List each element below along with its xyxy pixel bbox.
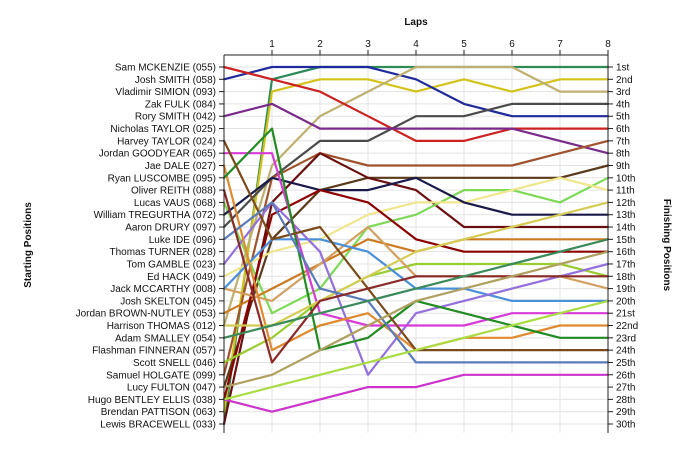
x-tick-label: 8	[605, 39, 611, 50]
starting-label: Jae DALE (027)	[145, 161, 216, 172]
finishing-label: 11th	[616, 186, 635, 197]
series-line-26	[222, 189, 610, 364]
left-axis-title: Starting Positions	[23, 202, 34, 288]
finishing-label: 27th	[616, 383, 635, 394]
starting-label: Jordan BROWN-NUTLEY (053)	[76, 309, 216, 320]
starting-label: Samuel HOLGATE (099)	[106, 370, 216, 381]
finishing-label: 19th	[616, 284, 635, 295]
finishing-label: 5th	[616, 112, 630, 123]
finishing-label: 7th	[616, 136, 630, 147]
series-line-29	[222, 250, 610, 389]
finishing-label: 4th	[616, 99, 630, 110]
starting-label: William TREGURTHA (072)	[94, 210, 216, 221]
starting-label: Brendan PATTISON (063)	[101, 407, 216, 418]
starting-label: Oliver REITH (088)	[131, 186, 216, 197]
starting-label: Hugo BENTLEY ELLIS (038)	[88, 395, 216, 406]
finishing-label: 13th	[616, 210, 635, 221]
finishing-label: 26th	[616, 370, 635, 381]
series-line-27	[222, 373, 610, 413]
starting-label: Lucas VAUS (068)	[134, 198, 216, 209]
finishing-label: 25th	[616, 358, 635, 369]
starting-label: Adam SMALLEY (054)	[115, 333, 216, 344]
series-line-13	[222, 176, 610, 216]
finishing-label: 8th	[616, 149, 630, 160]
series-layer	[222, 65, 610, 426]
series-line-6	[222, 65, 610, 142]
finishing-label: 10th	[616, 173, 635, 184]
starting-label: Josh SMITH (058)	[135, 75, 216, 86]
series-line-28	[222, 299, 610, 401]
x-tick-label: 5	[461, 39, 467, 50]
finishing-label: 9th	[616, 161, 630, 172]
starting-label: Tom GAMBLE (023)	[127, 259, 216, 270]
starting-label: Sam MCKENZIE (055)	[115, 63, 216, 74]
starting-label: Vladimir SIMION (093)	[115, 87, 216, 98]
series-line-19	[222, 201, 610, 376]
series-line-5	[222, 102, 610, 229]
x-tick-label: 6	[509, 39, 515, 50]
starting-label: Ryan LUSCOMBE (095)	[108, 173, 216, 184]
starting-label: Jordan GOODYEAR (065)	[99, 149, 216, 160]
series-line-8	[222, 139, 610, 376]
starting-label: Flashman FINNERAN (057)	[92, 346, 216, 357]
starting-label: Lucy FULTON (047)	[127, 383, 216, 394]
finishing-label: 6th	[616, 124, 630, 135]
starting-label: Scott SNELL (046)	[133, 358, 216, 369]
series-line-3	[222, 65, 610, 118]
finishing-label: 14th	[616, 223, 635, 234]
series-line-11	[222, 176, 610, 315]
finishing-labels: 1st2nd3rd4th5th6th7th8th9th10th11th12th1…	[608, 63, 638, 431]
x-tick-label: 7	[557, 39, 563, 50]
x-tick-label: 2	[317, 39, 323, 50]
starting-labels: Sam MCKENZIE (055)Josh SMITH (058)Vladim…	[76, 63, 224, 431]
finishing-label: 21st	[616, 309, 635, 320]
x-ticks: 1 2 3 4 5 6 7 8	[269, 39, 611, 55]
starting-label: Luke IDE (096)	[149, 235, 216, 246]
series-line-10	[222, 152, 610, 426]
series-line-4	[222, 65, 610, 327]
series-line-25	[222, 201, 610, 364]
starting-label: Josh SKELTON (045)	[120, 296, 216, 307]
finishing-label: 23rd	[616, 333, 636, 344]
x-axis-title: Laps	[404, 17, 428, 28]
starting-label: Ed HACK (049)	[147, 272, 216, 283]
starting-label: Nicholas TAYLOR (025)	[110, 124, 216, 135]
finishing-label: 17th	[616, 259, 635, 270]
starting-label: Thomas TURNER (028)	[109, 247, 216, 258]
starting-label: Zak FULK (084)	[145, 99, 216, 110]
finishing-label: 28th	[616, 395, 635, 406]
starting-label: Aaron DRURY (097)	[125, 223, 216, 234]
finishing-label: 30th	[616, 420, 635, 431]
starting-label: Harvey TAYLOR (024)	[117, 136, 216, 147]
finishing-label: 16th	[616, 247, 635, 258]
finishing-label: 12th	[616, 198, 635, 209]
finishing-label: 24th	[616, 346, 635, 357]
series-line-24	[222, 201, 610, 327]
finishing-label: 3rd	[616, 87, 630, 98]
series-line-12	[222, 176, 610, 278]
finishing-label: 15th	[616, 235, 635, 246]
series-line-30	[222, 238, 610, 339]
right-axis-title: Finishing Positions	[661, 199, 672, 292]
finishing-label: 20th	[616, 296, 635, 307]
series-line-16	[222, 262, 610, 364]
finishing-label: 1st	[616, 63, 630, 74]
starting-label: Rory SMITH (042)	[135, 112, 216, 123]
x-tick-label: 1	[269, 39, 275, 50]
x-tick-label: 4	[413, 39, 419, 50]
starting-label: Harrison THOMAS (012)	[107, 321, 216, 332]
finishing-label: 29th	[616, 407, 635, 418]
finishing-label: 22nd	[616, 321, 638, 332]
finishing-label: 18th	[616, 272, 635, 283]
finishing-label: 2nd	[616, 75, 633, 86]
x-tick-label: 3	[365, 39, 371, 50]
starting-label: Lewis BRACEWELL (033)	[100, 420, 216, 431]
series-line-7	[222, 102, 610, 155]
starting-label: Jack MCCARTHY (008)	[110, 284, 216, 295]
